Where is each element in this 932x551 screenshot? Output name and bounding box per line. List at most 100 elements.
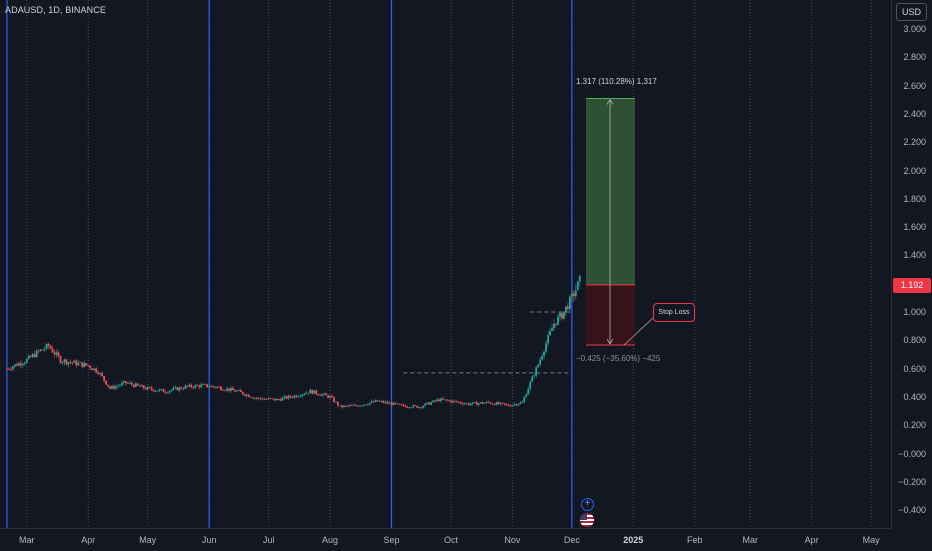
candle-body bbox=[115, 386, 117, 389]
candle-body bbox=[325, 393, 327, 396]
candle-body bbox=[475, 402, 478, 405]
candle-body bbox=[119, 385, 121, 387]
candle-body bbox=[356, 405, 359, 407]
time-tick-label: May bbox=[862, 535, 880, 545]
candle-body bbox=[186, 385, 189, 387]
candle-body bbox=[507, 404, 510, 406]
candle-body bbox=[299, 396, 302, 397]
candle-body bbox=[348, 405, 351, 407]
symbol-label[interactable]: ADAUSD, 1D, BINANCE bbox=[5, 5, 106, 15]
candle-body bbox=[91, 368, 94, 370]
candle-body bbox=[499, 402, 502, 405]
candle-body bbox=[521, 402, 524, 403]
candle-body bbox=[329, 395, 331, 398]
candle-body bbox=[547, 335, 549, 344]
candle-body bbox=[33, 354, 36, 358]
candle-body bbox=[113, 386, 115, 389]
candle-body bbox=[400, 404, 403, 406]
us-flag-icon[interactable] bbox=[580, 513, 594, 527]
candle-body bbox=[55, 352, 58, 355]
candle-body bbox=[370, 401, 373, 403]
time-tick-label: 2025 bbox=[623, 535, 644, 545]
candle-body bbox=[523, 397, 526, 403]
price-axis[interactable]: USD 3.000 2.800 2.600 2.400 2.200 2.000 1.800 1… bbox=[891, 0, 932, 528]
candle-body bbox=[495, 402, 498, 405]
candle-body bbox=[188, 384, 191, 387]
candle-body bbox=[402, 404, 405, 406]
candle-body bbox=[517, 404, 520, 406]
loss-zone bbox=[586, 284, 635, 345]
candle-body bbox=[398, 403, 401, 405]
candle-body bbox=[138, 385, 141, 387]
candle-body bbox=[513, 404, 516, 406]
candle-body bbox=[190, 384, 193, 388]
candle-body bbox=[305, 392, 308, 395]
candle-body bbox=[19, 363, 22, 366]
candle-body bbox=[368, 402, 371, 405]
add-marker-icon[interactable]: + bbox=[581, 498, 594, 511]
candle-body bbox=[559, 312, 561, 317]
candle-body bbox=[561, 312, 563, 319]
candle-body bbox=[273, 398, 276, 401]
candle-body bbox=[271, 398, 274, 400]
candle-body bbox=[323, 393, 326, 395]
candle-body bbox=[257, 397, 260, 399]
time-tick-label: May bbox=[139, 535, 157, 545]
stop-loss-badge[interactable]: Stop Loss bbox=[653, 303, 695, 322]
candle-body bbox=[51, 348, 54, 353]
time-axis[interactable]: Mar Apr May Jun Jul Aug Sep Oct Nov Dec 2025 Feb Mar… bbox=[0, 528, 891, 551]
candle-body bbox=[438, 399, 440, 402]
candle-body bbox=[77, 362, 80, 366]
candle-body bbox=[111, 386, 113, 389]
candle-body bbox=[565, 306, 567, 312]
candle-body bbox=[414, 405, 417, 406]
candle-body bbox=[31, 354, 34, 357]
time-tick-label: Aug bbox=[322, 535, 339, 545]
chart-pane[interactable]: ADAUSD, 1D, BINANCE 1.317 (110.28%) 1,31… bbox=[0, 0, 891, 528]
price-tick-label: 0.200 bbox=[903, 420, 926, 431]
price-tick-label: 1.800 bbox=[903, 193, 926, 204]
candle-body bbox=[339, 405, 341, 407]
candle-body bbox=[343, 405, 345, 408]
candle-body bbox=[168, 391, 171, 393]
candle-body bbox=[130, 382, 133, 385]
stop-label: −0.425 (−35.60%) −425 bbox=[576, 354, 661, 363]
candle-body bbox=[249, 396, 252, 398]
candle-body bbox=[473, 402, 476, 403]
candle-body bbox=[152, 389, 155, 392]
candle-body bbox=[434, 400, 436, 402]
candle-body bbox=[234, 390, 236, 392]
candle-body bbox=[291, 397, 294, 398]
candle-body bbox=[65, 359, 68, 365]
candle-body bbox=[49, 345, 52, 349]
candle-body bbox=[103, 376, 105, 381]
candle-body bbox=[283, 396, 286, 398]
candle-body bbox=[511, 405, 514, 407]
candle-body bbox=[388, 402, 391, 404]
candle-body bbox=[105, 380, 107, 385]
candle-body bbox=[454, 400, 456, 402]
candle-body bbox=[174, 387, 177, 389]
candle-body bbox=[471, 402, 474, 404]
candle-body bbox=[43, 348, 46, 350]
candle-body bbox=[481, 402, 484, 404]
candle-body bbox=[144, 388, 147, 390]
candle-body bbox=[267, 398, 270, 400]
candle-body bbox=[317, 393, 320, 395]
candle-body bbox=[277, 398, 280, 400]
last-price-badge: 1.192 bbox=[893, 278, 931, 293]
price-tick-label: 1.600 bbox=[903, 222, 926, 233]
currency-button[interactable]: USD bbox=[896, 3, 927, 21]
candle-body bbox=[228, 388, 230, 391]
candle-body bbox=[529, 381, 532, 389]
candle-body bbox=[67, 362, 70, 365]
candle-body bbox=[57, 352, 60, 357]
candle-body bbox=[394, 402, 397, 404]
time-tick-label: Mar bbox=[742, 535, 759, 545]
candle-body bbox=[446, 399, 448, 401]
candle-body bbox=[430, 402, 433, 405]
candlestick-chart[interactable] bbox=[0, 0, 891, 528]
candle-body bbox=[293, 395, 296, 398]
candle-body bbox=[232, 387, 234, 391]
candle-body bbox=[178, 387, 181, 391]
